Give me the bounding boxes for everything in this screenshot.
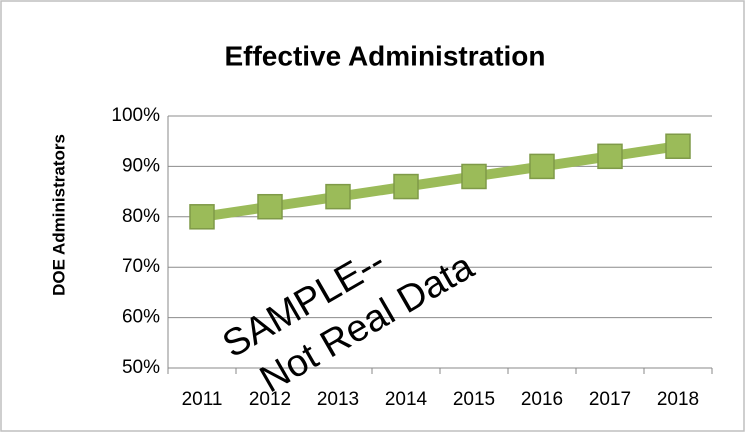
marker	[529, 153, 555, 180]
chart-title: Effective Administration	[224, 40, 545, 71]
x-tick-label: 2012	[249, 389, 291, 410]
x-tick-label: 2015	[453, 389, 495, 410]
marker	[257, 193, 283, 220]
marker	[461, 163, 487, 190]
y-tick-label: 50%	[122, 357, 160, 378]
y-tick-label: 70%	[122, 256, 160, 277]
marker	[597, 143, 623, 170]
marker	[393, 173, 419, 200]
y-tick-label: 80%	[122, 206, 160, 227]
x-tick-label: 2017	[589, 389, 631, 410]
marker	[325, 183, 351, 210]
y-tick-label: 90%	[122, 155, 160, 176]
y-axis-label: DOE Administrators	[49, 134, 68, 296]
y-tick-label: 60%	[122, 307, 160, 328]
x-tick-label: 2011	[182, 389, 223, 410]
x-tick-label: 2018	[657, 389, 699, 410]
y-tick-label: 100%	[111, 105, 160, 126]
x-tick-label: 2014	[385, 389, 428, 410]
x-tick-label: 2016	[521, 389, 563, 410]
marker	[189, 204, 215, 230]
marker	[665, 133, 691, 159]
x-tick-label: 2013	[317, 389, 359, 410]
